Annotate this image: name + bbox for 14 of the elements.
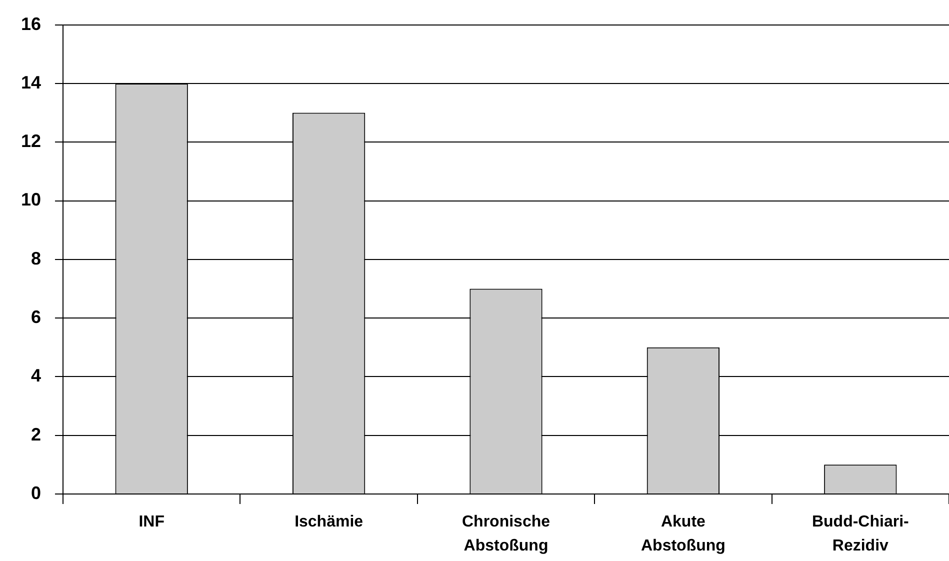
y-tick-label: 14	[20, 72, 41, 92]
x-tick-label: INF	[138, 513, 165, 530]
x-tick-label: Ischämie	[294, 513, 364, 530]
y-tick-label: 2	[30, 424, 41, 444]
y-tick-label: 16	[20, 14, 41, 34]
y-tick-label: 0	[30, 482, 41, 503]
y-tick-label: 12	[20, 131, 41, 152]
y-tick-label: 4	[30, 366, 41, 386]
y-tick-label: 6	[30, 307, 41, 328]
x-tick-label: Budd-Chiari-Rezidiv	[812, 513, 909, 554]
x-tick-label: Chronische Abstoßung	[462, 513, 550, 554]
y-tick-label: 10	[20, 190, 41, 210]
y-tick-label: 8	[30, 248, 41, 268]
x-tick-label: Akute Abstoßung	[640, 513, 726, 554]
